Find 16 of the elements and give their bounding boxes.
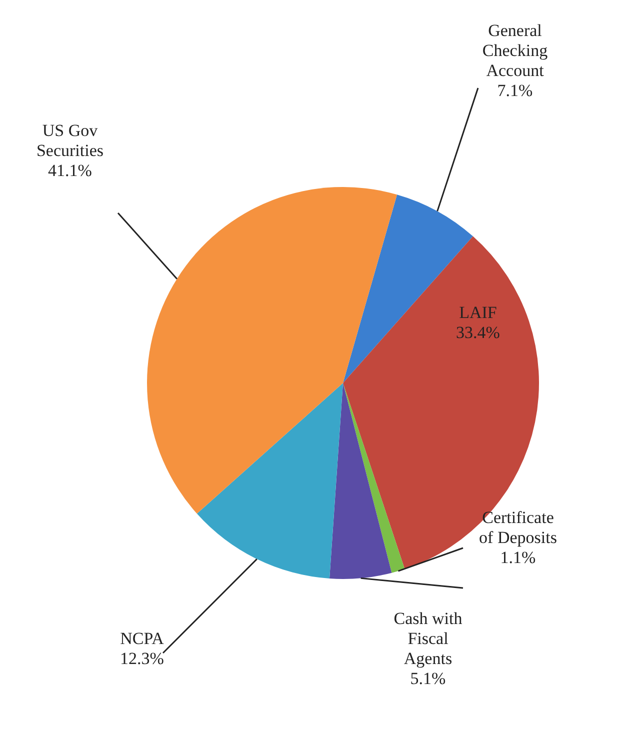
pie-slice bbox=[329, 383, 392, 579]
data-label: 1.1% bbox=[500, 548, 536, 567]
data-label: 5.1% bbox=[410, 669, 446, 688]
slice-label: NCPA bbox=[120, 629, 165, 648]
pie-slice bbox=[343, 383, 405, 573]
data-label: 12.3% bbox=[120, 649, 164, 668]
data-label: 41.1% bbox=[48, 161, 92, 180]
slice-label: Certificate of Deposits bbox=[479, 508, 557, 547]
slice-label: Cash with Fiscal Agents bbox=[394, 609, 463, 668]
data-label: 7.1% bbox=[497, 81, 533, 100]
slice-label: LAIF bbox=[459, 303, 497, 322]
pie-slice bbox=[147, 187, 398, 514]
data-label: 33.4% bbox=[456, 323, 500, 342]
slice-label: US Gov Securities bbox=[36, 121, 104, 160]
pie-slice bbox=[196, 383, 343, 579]
slice-label: General Checking Account bbox=[482, 21, 548, 80]
